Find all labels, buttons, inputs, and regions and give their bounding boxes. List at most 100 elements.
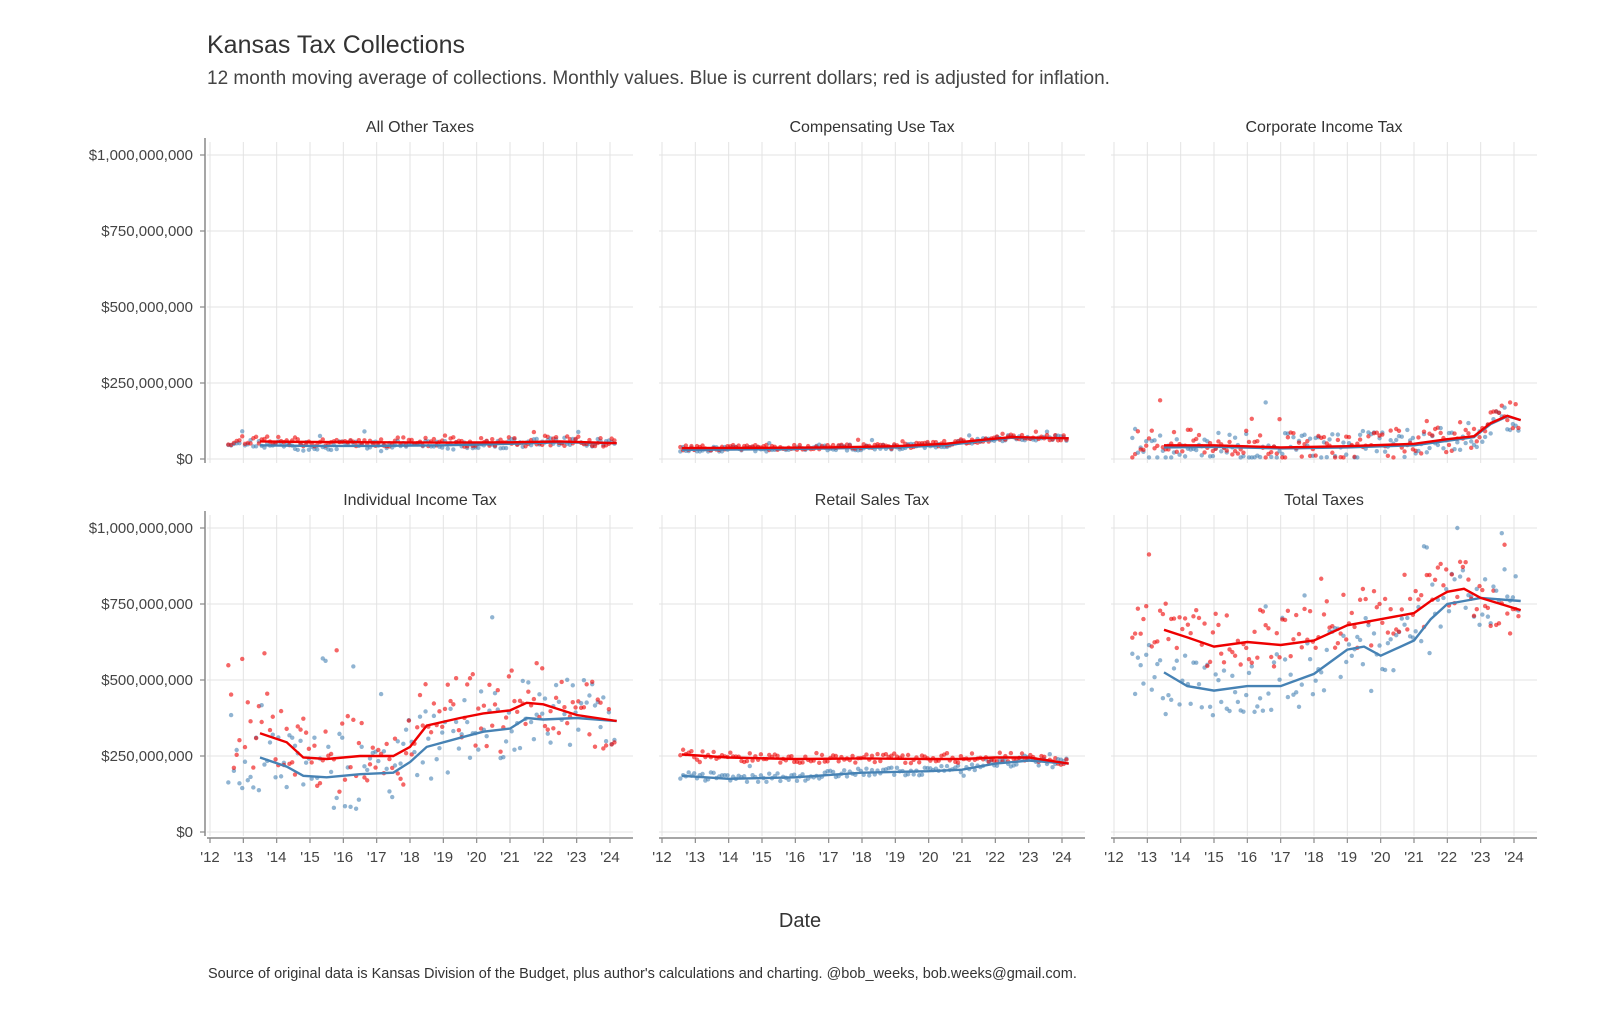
data-point (797, 442, 802, 448)
data-point (437, 745, 442, 751)
data-point (1050, 765, 1055, 770)
data-point (1249, 664, 1254, 669)
data-point (601, 695, 606, 700)
data-point (1377, 601, 1382, 607)
data-point (755, 779, 761, 785)
x-tick-label: '24 (1052, 849, 1072, 866)
data-point (1319, 455, 1324, 460)
panel-title: Total Taxes (1284, 492, 1364, 509)
current-dollars-line (1163, 596, 1521, 692)
data-point (1144, 438, 1149, 444)
data-point (284, 784, 289, 790)
data-point (517, 698, 523, 704)
data-point (1310, 691, 1316, 697)
data-point (503, 739, 509, 744)
data-point (1463, 440, 1468, 446)
data-point (367, 762, 373, 767)
data-point (944, 751, 950, 756)
data-point (1249, 660, 1254, 665)
data-point (1469, 445, 1474, 451)
data-point (1269, 707, 1274, 713)
data-point (1244, 431, 1249, 437)
data-point (1446, 442, 1452, 448)
current-dollars-line (681, 759, 1069, 781)
data-point (1299, 682, 1304, 687)
data-point (478, 689, 484, 694)
data-point (1155, 639, 1160, 644)
data-point (1344, 637, 1349, 642)
data-point (1277, 449, 1282, 454)
data-point (290, 735, 295, 740)
data-point (955, 763, 961, 768)
data-point (578, 700, 584, 706)
data-point (939, 764, 944, 769)
data-point (1302, 606, 1307, 612)
data-point (348, 804, 353, 810)
data-point (490, 615, 495, 620)
data-point (1438, 425, 1443, 431)
data-point (595, 697, 600, 702)
data-point (556, 730, 562, 736)
monthly-points (1130, 525, 1521, 718)
data-point (1182, 454, 1188, 459)
data-point (1482, 577, 1488, 582)
data-point (398, 776, 403, 782)
data-point (1380, 432, 1385, 437)
data-point (1424, 545, 1429, 550)
data-point (892, 772, 897, 778)
data-point (1047, 752, 1052, 757)
data-point (1510, 595, 1516, 600)
data-point (1241, 450, 1246, 455)
data-point (542, 723, 548, 729)
data-point (1246, 657, 1252, 662)
data-point (1307, 609, 1313, 614)
x-tick-label: '14 (1171, 849, 1191, 866)
data-point (1455, 594, 1460, 600)
data-point (864, 752, 869, 757)
x-tick-label: '15 (1204, 849, 1224, 866)
data-point (590, 679, 595, 684)
data-point (1430, 582, 1435, 587)
panel-title: All Other Taxes (366, 119, 474, 136)
data-point (1246, 439, 1252, 445)
data-point (700, 749, 705, 754)
data-point (298, 727, 303, 732)
data-point (267, 727, 273, 733)
data-point (908, 760, 914, 766)
data-point (1155, 455, 1160, 460)
data-point (401, 741, 406, 747)
data-point (700, 443, 705, 448)
data-point (234, 747, 239, 753)
data-point (490, 723, 495, 728)
data-point (1174, 658, 1179, 663)
data-point (875, 751, 880, 757)
data-point (1477, 435, 1482, 440)
data-point (1196, 615, 1202, 621)
data-point (1377, 643, 1382, 648)
y-tick-label: $1,000,000,000 (89, 520, 193, 537)
data-point (253, 444, 259, 449)
data-point (686, 770, 691, 775)
data-point (1324, 455, 1329, 460)
data-point (612, 438, 617, 443)
data-point (317, 780, 323, 786)
data-point (1157, 398, 1163, 403)
x-tick-label: '20 (467, 849, 487, 866)
data-point (1394, 633, 1399, 638)
data-point (1219, 449, 1224, 454)
data-point (942, 438, 947, 444)
data-point (1494, 588, 1499, 593)
data-point (1249, 416, 1254, 421)
data-point (864, 766, 869, 771)
data-point (1210, 630, 1216, 635)
data-point (242, 744, 248, 750)
data-point (1266, 691, 1271, 696)
data-point (1227, 708, 1232, 714)
data-point (315, 447, 320, 452)
data-point (819, 752, 825, 758)
panel-title: Corporate Income Tax (1245, 119, 1402, 136)
data-point (445, 682, 450, 687)
x-tick-label: '18 (1304, 849, 1324, 866)
data-point (415, 725, 420, 730)
data-point (295, 447, 300, 453)
